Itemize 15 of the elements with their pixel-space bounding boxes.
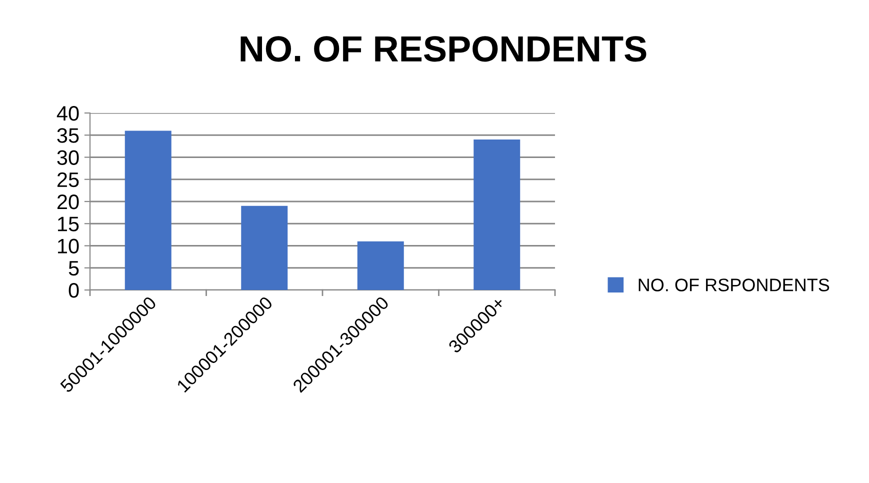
y-tick-label: 20 xyxy=(57,194,79,210)
y-tick-label: 5 xyxy=(68,261,79,276)
bar xyxy=(357,241,404,290)
y-tick-label: 15 xyxy=(58,216,79,232)
y-tick-label: 10 xyxy=(58,238,79,254)
y-tick-label: 25 xyxy=(57,172,79,188)
bar xyxy=(241,206,288,290)
y-tick-label: 0 xyxy=(68,283,79,298)
y-tick-label: 30 xyxy=(57,150,79,166)
y-tick-label: 40 xyxy=(56,106,79,121)
bar xyxy=(474,140,520,290)
bar xyxy=(124,130,172,290)
chart-title: NO. OF RESPONDENTS xyxy=(240,36,646,62)
y-tick-label: 35 xyxy=(57,128,79,143)
legend-label: NO. OF RSPONDENTS xyxy=(638,278,830,292)
